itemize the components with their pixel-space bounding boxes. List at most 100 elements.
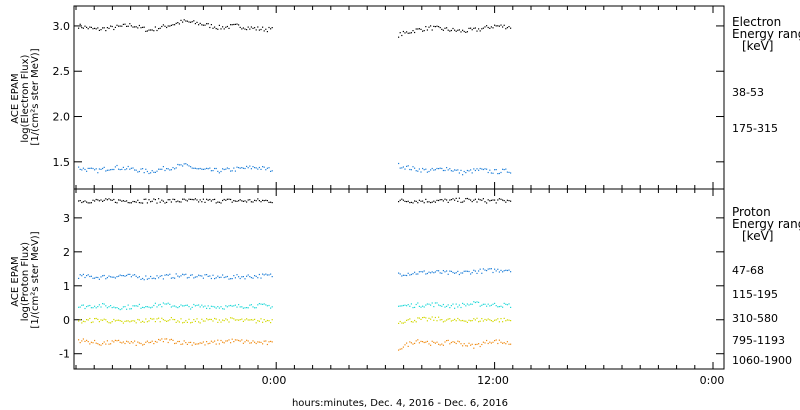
point-1-2-0-111 (255, 307, 257, 309)
point-1-2-0-39 (140, 307, 142, 309)
point-1-3-0-2 (81, 322, 83, 324)
proton-ylabel-line-1: ACE EPAM (10, 256, 21, 306)
point-0-1-0-85 (214, 167, 216, 170)
x-tick-label-1: 12:00 (477, 374, 509, 387)
point-1-3-1-70 (510, 320, 512, 322)
point-1-2-0-109 (252, 306, 254, 308)
point-1-3-0-45 (150, 317, 152, 320)
point-1-2-0-2 (81, 304, 83, 306)
point-1-4-0-46 (151, 340, 153, 342)
point-1-3-0-42 (145, 318, 147, 320)
point-1-4-1-36 (455, 342, 457, 345)
x-tick-label-0: 0:00 (262, 374, 287, 387)
point-0-1-0-112 (257, 168, 259, 170)
point-1-1-1-21 (431, 271, 433, 273)
point-0-0-0-3 (82, 27, 84, 29)
point-1-0-1-9 (412, 202, 414, 204)
point-1-2-1-61 (495, 305, 497, 307)
point-1-4-0-102 (241, 339, 243, 341)
point-1-1-0-111 (255, 275, 257, 277)
point-0-1-0-7 (89, 167, 91, 169)
point-0-0-0-48 (154, 26, 156, 28)
point-1-3-0-43 (146, 321, 148, 323)
point-1-0-1-54 (484, 201, 486, 203)
point-1-4-0-121 (271, 341, 273, 343)
point-1-0-0-79 (204, 201, 206, 203)
point-1-1-1-17 (425, 273, 427, 275)
point-1-2-1-13 (418, 305, 420, 307)
point-0-0-0-10 (94, 27, 96, 29)
point-1-2-0-121 (271, 306, 273, 308)
point-1-1-0-2 (81, 275, 83, 277)
point-1-3-0-53 (162, 319, 164, 321)
point-0-0-1-3 (402, 30, 404, 33)
point-1-3-0-66 (183, 321, 185, 323)
point-1-0-0-18 (106, 199, 108, 201)
point-1-2-0-46 (151, 306, 153, 308)
point-0-1-0-93 (226, 167, 228, 169)
point-0-1-1-56 (487, 171, 489, 174)
point-0-1-1-55 (486, 168, 488, 170)
point-1-3-1-12 (417, 317, 419, 319)
point-0-1-0-106 (247, 167, 249, 169)
point-1-2-0-105 (246, 307, 248, 309)
point-1-3-0-95 (230, 317, 232, 319)
point-1-0-1-56 (487, 199, 489, 201)
point-0-0-0-18 (106, 27, 108, 29)
point-0-1-0-67 (185, 163, 187, 165)
point-1-3-0-93 (226, 319, 228, 321)
point-1-4-1-64 (500, 341, 502, 343)
point-0-1-1-16 (423, 169, 425, 171)
point-1-4-0-97 (233, 341, 235, 343)
point-1-0-0-85 (214, 198, 216, 200)
point-1-1-0-50 (158, 277, 160, 279)
point-0-1-1-49 (476, 168, 478, 170)
point-1-0-0-49 (156, 202, 158, 204)
point-1-1-0-8 (90, 275, 92, 277)
point-1-0-1-14 (420, 200, 422, 202)
point-1-3-0-80 (206, 318, 208, 320)
point-1-4-0-21 (111, 340, 113, 342)
point-0-0-1-14 (420, 28, 422, 30)
point-1-2-0-52 (161, 306, 163, 308)
point-1-3-0-33 (130, 320, 132, 322)
point-1-3-1-14 (420, 318, 422, 320)
point-1-3-0-28 (122, 322, 124, 324)
point-1-1-0-110 (254, 275, 256, 277)
point-1-1-1-4 (404, 274, 406, 276)
point-0-0-0-101 (239, 26, 241, 28)
point-1-2-0-37 (137, 305, 139, 307)
point-0-1-1-36 (455, 169, 457, 171)
point-0-1-1-61 (495, 169, 497, 171)
point-0-0-1-49 (476, 30, 478, 32)
point-1-4-0-62 (177, 340, 179, 343)
point-1-3-0-89 (220, 321, 222, 323)
point-0-0-1-56 (487, 26, 489, 29)
point-1-0-0-104 (244, 200, 246, 202)
point-1-2-0-82 (209, 307, 211, 310)
point-1-1-0-17 (105, 278, 107, 280)
point-1-3-1-55 (486, 319, 488, 321)
point-1-0-0-99 (236, 200, 238, 202)
point-1-3-1-66 (503, 317, 505, 319)
point-1-0-0-115 (262, 199, 264, 201)
point-1-1-1-40 (462, 272, 464, 274)
point-1-0-0-83 (210, 200, 212, 202)
point-1-4-0-52 (161, 338, 163, 340)
point-1-0-0-110 (254, 199, 256, 201)
point-0-0-0-25 (118, 25, 120, 27)
point-0-1-0-22 (113, 168, 115, 171)
point-1-3-1-48 (474, 319, 476, 321)
point-1-2-0-30 (126, 308, 128, 310)
point-1-2-1-47 (473, 301, 475, 303)
point-1-1-1-23 (434, 271, 436, 273)
point-1-4-0-115 (262, 343, 264, 345)
point-1-2-1-4 (404, 304, 406, 306)
point-1-2-0-8 (90, 307, 92, 309)
point-0-1-0-36 (135, 169, 137, 171)
point-1-1-0-77 (201, 275, 203, 277)
point-0-0-0-13 (98, 29, 100, 31)
legend-entry-1-0: 47-68 (732, 264, 764, 277)
point-1-2-1-16 (423, 306, 425, 308)
point-1-1-0-14 (100, 276, 102, 278)
